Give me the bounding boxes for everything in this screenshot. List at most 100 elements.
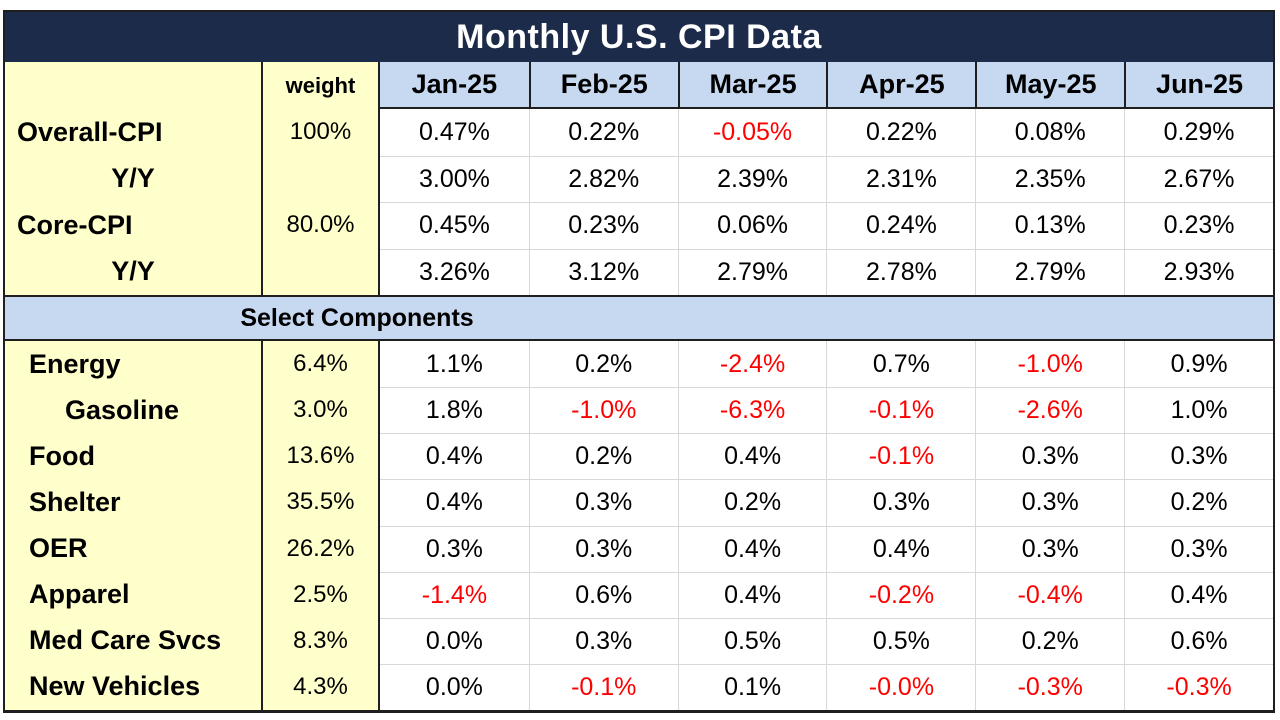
month-header: Jun-25 (1124, 62, 1273, 109)
value-cell: -1.0% (975, 341, 1125, 388)
row-label: Apparel (5, 571, 263, 618)
value-cell: 0.2% (528, 341, 678, 388)
value-cell: 2.78% (826, 248, 976, 295)
month-header: Mar-25 (677, 62, 827, 109)
value-cell: 0.2% (677, 479, 827, 526)
value-cell: 2.79% (677, 248, 827, 295)
value-cell: -0.0% (826, 663, 976, 710)
row-label: Y/Y (5, 248, 263, 295)
cpi-table: Monthly U.S. CPI Data weight Jan-25 Feb-25… (3, 10, 1275, 713)
weight-cell: 3.0% (263, 387, 380, 434)
weight-column-header: weight (263, 62, 380, 109)
value-cell: 0.4% (677, 525, 827, 572)
value-cell: 0.7% (826, 341, 976, 388)
value-cell: 0.1% (677, 663, 827, 710)
month-header: Feb-25 (528, 62, 678, 109)
value-cell: -0.3% (975, 663, 1125, 710)
weight-cell: 8.3% (263, 617, 380, 664)
weight-cell: 26.2% (263, 525, 380, 572)
row-label: OER (5, 525, 263, 572)
value-cell: 2.67% (1124, 155, 1273, 202)
weight-cell: 35.5% (263, 479, 380, 526)
value-cell: 0.3% (826, 479, 976, 526)
value-cell: 0.4% (677, 571, 827, 618)
value-cell: 0.23% (1124, 202, 1273, 249)
row-label: Overall-CPI (5, 109, 263, 156)
section-band: Select Components (5, 295, 1273, 341)
value-cell: 0.45% (380, 202, 529, 249)
value-cell: -2.6% (975, 387, 1125, 434)
section-band-label: Select Components (240, 303, 474, 332)
value-cell: -1.4% (380, 571, 529, 618)
value-cell: 2.39% (677, 155, 827, 202)
value-cell: 0.4% (677, 433, 827, 480)
table-title: Monthly U.S. CPI Data (5, 12, 1273, 62)
value-cell: 0.3% (1124, 433, 1273, 480)
value-cell: 0.13% (975, 202, 1125, 249)
value-cell: 2.93% (1124, 248, 1273, 295)
weight-cell: 4.3% (263, 663, 380, 710)
summary-grid: weight Jan-25 Feb-25 Mar-25 Apr-25 May-25 Jun-… (5, 62, 1273, 295)
value-cell: -0.2% (826, 571, 976, 618)
value-cell: 0.6% (528, 571, 678, 618)
value-cell: 0.9% (1124, 341, 1273, 388)
row-label: Shelter (5, 479, 263, 526)
row-label: Energy (5, 341, 263, 388)
row-label: Core-CPI (5, 202, 263, 249)
value-cell: -2.4% (677, 341, 827, 388)
weight-cell: 2.5% (263, 571, 380, 618)
value-cell: 0.3% (528, 525, 678, 572)
weight-cell: 80.0% (263, 202, 380, 249)
value-cell: -0.1% (528, 663, 678, 710)
value-cell: 0.06% (677, 202, 827, 249)
weight-cell: 100% (263, 109, 380, 156)
weight-cell (263, 248, 380, 295)
month-header: May-25 (975, 62, 1125, 109)
value-cell: -6.3% (677, 387, 827, 434)
month-header: Jan-25 (380, 62, 529, 109)
value-cell: -0.1% (826, 433, 976, 480)
value-cell: 2.82% (528, 155, 678, 202)
value-cell: 0.22% (528, 109, 678, 156)
value-cell: 0.22% (826, 109, 976, 156)
value-cell: 0.29% (1124, 109, 1273, 156)
row-label: New Vehicles (5, 663, 263, 710)
value-cell: 0.4% (826, 525, 976, 572)
weight-cell: 13.6% (263, 433, 380, 480)
value-cell: 0.3% (380, 525, 529, 572)
value-cell: 2.31% (826, 155, 976, 202)
value-cell: 0.24% (826, 202, 976, 249)
value-cell: 0.3% (975, 433, 1125, 480)
value-cell: 0.08% (975, 109, 1125, 156)
value-cell: 0.47% (380, 109, 529, 156)
value-cell: 3.00% (380, 155, 529, 202)
value-cell: -0.3% (1124, 663, 1273, 710)
value-cell: 2.79% (975, 248, 1125, 295)
value-cell: 0.2% (528, 433, 678, 480)
value-cell: 0.2% (975, 617, 1125, 664)
value-cell: 1.1% (380, 341, 529, 388)
value-cell: -0.05% (677, 109, 827, 156)
value-cell: 3.26% (380, 248, 529, 295)
components-grid: Energy 6.4% 1.1% 0.2% -2.4% 0.7% -1.0% 0.9% Gaso… (5, 341, 1273, 710)
value-cell: 0.4% (1124, 571, 1273, 618)
value-cell: 0.3% (975, 479, 1125, 526)
value-cell: 0.3% (1124, 525, 1273, 572)
weight-cell: 6.4% (263, 341, 380, 388)
value-cell: 0.4% (380, 479, 529, 526)
value-cell: 0.5% (677, 617, 827, 664)
value-cell: -1.0% (528, 387, 678, 434)
row-label: Med Care Svcs (5, 617, 263, 664)
row-label: Food (5, 433, 263, 480)
value-cell: -0.4% (975, 571, 1125, 618)
value-cell: 2.35% (975, 155, 1125, 202)
row-label: Y/Y (5, 155, 263, 202)
value-cell: 0.3% (528, 617, 678, 664)
value-cell: 0.0% (380, 617, 529, 664)
value-cell: 0.23% (528, 202, 678, 249)
weight-cell (263, 155, 380, 202)
value-cell: 0.0% (380, 663, 529, 710)
value-cell: 3.12% (528, 248, 678, 295)
value-cell: 1.8% (380, 387, 529, 434)
value-cell: 0.3% (528, 479, 678, 526)
